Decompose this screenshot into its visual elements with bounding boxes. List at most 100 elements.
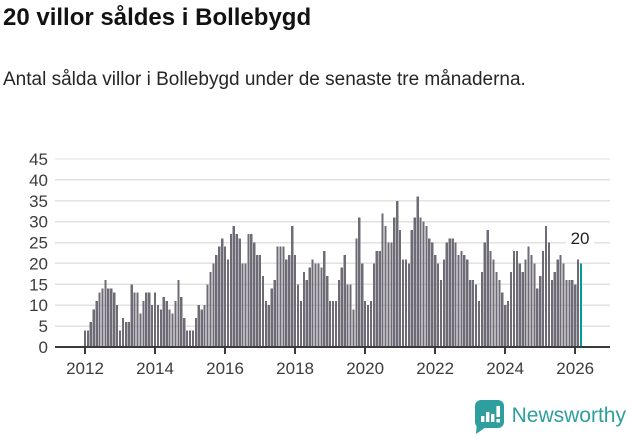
y-axis-tick-label: 0 <box>39 338 48 357</box>
bar <box>279 246 282 347</box>
bar <box>92 309 95 347</box>
bar <box>261 275 265 347</box>
bar <box>477 301 481 347</box>
logo-bar-icon <box>485 412 490 422</box>
bar <box>276 246 279 347</box>
bar <box>121 317 125 347</box>
bar <box>98 292 101 347</box>
bar <box>101 288 104 347</box>
bar <box>215 255 218 347</box>
bar <box>288 255 291 347</box>
bar <box>232 225 235 347</box>
bar <box>270 288 273 347</box>
bar <box>256 255 259 347</box>
x-axis-tick-label: 2020 <box>346 359 384 378</box>
bar <box>501 292 504 347</box>
bar <box>86 330 90 347</box>
bar <box>241 263 244 347</box>
bar <box>372 263 375 347</box>
bar <box>466 259 469 347</box>
bar <box>553 271 556 347</box>
bar <box>203 305 206 347</box>
bar <box>471 280 475 347</box>
bar <box>299 301 303 347</box>
bar <box>229 234 232 347</box>
bar <box>399 230 402 347</box>
bar <box>483 242 486 347</box>
bar <box>369 301 373 347</box>
bar <box>460 250 463 347</box>
bar <box>536 288 539 347</box>
x-axis-tick-label: 2022 <box>416 359 454 378</box>
bar <box>320 267 323 347</box>
bar <box>95 301 98 347</box>
bar <box>559 255 562 347</box>
bar <box>425 225 428 347</box>
y-axis-tick-label: 10 <box>29 296 48 315</box>
x-axis-tick-label: 2014 <box>136 359 174 378</box>
bar <box>352 309 355 347</box>
bar <box>294 255 297 347</box>
bar <box>221 238 224 347</box>
bar <box>133 292 136 347</box>
bar <box>419 217 422 347</box>
bar <box>524 259 527 347</box>
bar <box>326 275 329 347</box>
bar <box>451 238 454 347</box>
bar <box>556 259 559 347</box>
bar <box>349 284 352 347</box>
bar <box>89 321 92 347</box>
bar <box>206 284 209 347</box>
bar <box>434 255 437 347</box>
bar <box>168 309 171 347</box>
newsworthy-logo-icon <box>474 400 504 434</box>
bar <box>410 230 413 347</box>
bar <box>530 255 533 347</box>
bar <box>492 259 495 347</box>
bar <box>436 263 440 347</box>
bar <box>244 263 247 347</box>
bar <box>407 263 410 347</box>
bar <box>127 321 130 347</box>
bar <box>139 313 142 347</box>
bar <box>83 330 87 347</box>
annotation-background <box>566 228 595 248</box>
bar <box>317 263 320 347</box>
bar <box>282 246 285 347</box>
bar <box>337 280 340 347</box>
bar <box>346 284 349 347</box>
x-axis-tick-label: 2018 <box>276 359 314 378</box>
bar <box>384 225 387 347</box>
x-axis-tick-label: 2024 <box>486 359 524 378</box>
bar <box>156 305 160 347</box>
bar <box>250 234 253 347</box>
bar <box>116 305 119 347</box>
bar <box>562 263 565 347</box>
highlight-value-label: 20 <box>571 229 590 248</box>
bar <box>547 242 551 347</box>
chart-subtitle: Antal sålda villor i Bollebygd under de … <box>3 69 526 90</box>
highlighted-bar <box>579 263 583 347</box>
bar <box>539 275 542 347</box>
bar <box>302 271 305 347</box>
bar <box>355 238 358 347</box>
bar <box>124 321 127 347</box>
bar <box>343 255 346 347</box>
bar <box>571 280 574 347</box>
bar <box>194 317 197 347</box>
bar <box>439 280 443 347</box>
bar <box>498 280 501 347</box>
bar <box>416 196 419 347</box>
bar <box>480 271 483 347</box>
bar <box>448 238 451 347</box>
bar <box>390 242 393 347</box>
bar <box>130 284 133 347</box>
x-axis-tick-label: 2026 <box>556 359 594 378</box>
bar <box>180 296 183 347</box>
bar <box>197 305 200 347</box>
bar <box>323 250 326 347</box>
y-axis-tick-label: 25 <box>29 234 48 253</box>
bar <box>296 284 300 347</box>
bar <box>387 242 390 347</box>
